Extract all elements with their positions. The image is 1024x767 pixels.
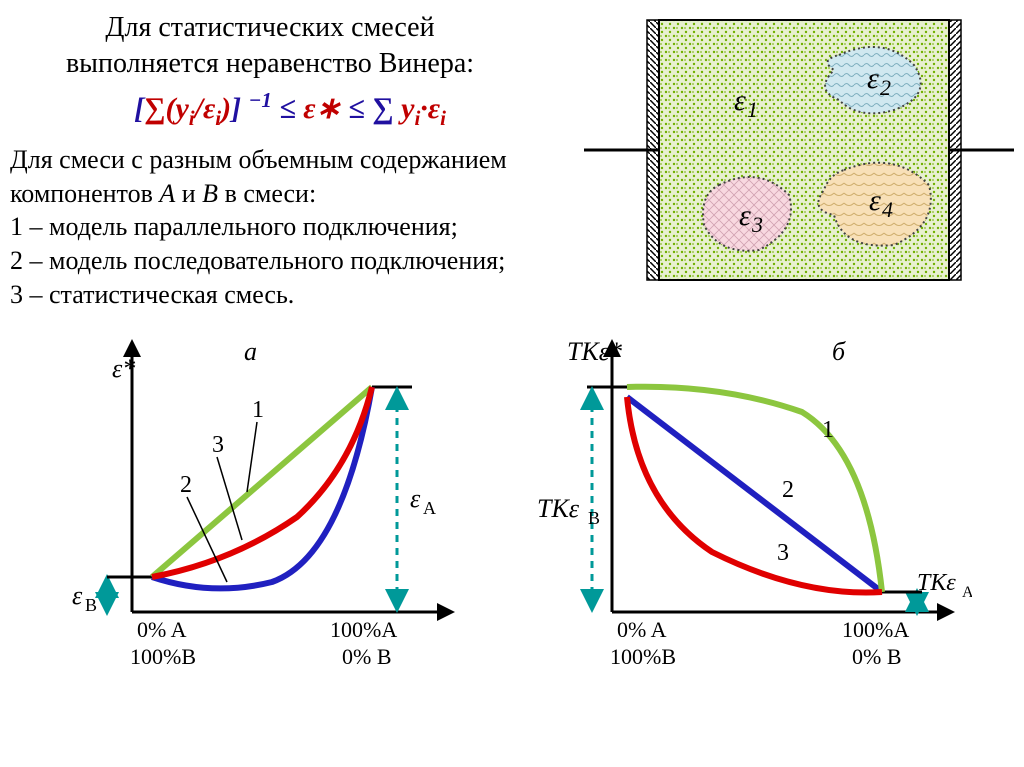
chartA-l2: 2: [180, 472, 192, 498]
svg-text:B: B: [588, 508, 600, 528]
eps1-label: ε: [734, 84, 746, 117]
svg-text:4: 4: [882, 197, 893, 222]
chartB-xl2: 100%B: [610, 644, 676, 669]
header-line1: Для статистических смесей: [10, 10, 530, 46]
chartA-l1: 1: [252, 397, 264, 423]
chartA-xl2: 100%B: [130, 644, 196, 669]
chartA-l3: 3: [212, 432, 224, 458]
chartA-xr2: 0% B: [342, 644, 392, 669]
header-line2: выполняется неравенство Винера:: [10, 46, 530, 82]
mixture-diagram: ε1 ε2 ε3 ε4: [584, 10, 1014, 305]
chartB-tkB: ТКε: [537, 494, 580, 523]
chartB-line2: [627, 397, 882, 592]
svg-text:B: B: [85, 595, 97, 615]
list-item-1: 1 – модель параллельного подключения;: [10, 210, 570, 244]
chartA-epsA: ε: [410, 484, 421, 513]
chartB-l1: 1: [822, 417, 834, 443]
chartA-xr1: 100%A: [330, 617, 397, 642]
chartB-tkA: ТКε: [917, 570, 956, 596]
svg-text:A: A: [423, 498, 436, 518]
chartB-title: б: [832, 337, 846, 366]
chartB-xr1: 100%A: [842, 617, 909, 642]
chartB-xr2: 0% B: [852, 644, 902, 669]
intro-text: Для смеси с разным объемным содержанием …: [10, 143, 570, 211]
svg-text:A: A: [962, 584, 972, 601]
chart-a: 1 3 2 ε* а εA εB 0% A 100%B 100%A 0% B: [52, 322, 472, 687]
chartB-l2: 2: [782, 477, 794, 503]
chart-b: 1 2 3 ТКε* б ТКεB ТКεA 0% A 100%B 100%A …: [522, 322, 972, 687]
wiener-formula: [∑(yi/εi)] −1 ≤ ε∗ ≤ ∑ yi·εi: [10, 88, 570, 131]
chartB-ylabel: ТКε*: [567, 337, 622, 366]
eps4-label: ε: [869, 184, 881, 217]
svg-text:2: 2: [880, 75, 891, 100]
list-item-2: 2 – модель последовательного подключения…: [10, 244, 570, 278]
svg-text:1: 1: [747, 97, 758, 122]
chartA-epsB: ε: [72, 581, 83, 610]
chartA-title: а: [244, 337, 257, 366]
chartB-xl1: 0% A: [617, 617, 667, 642]
eps3-label: ε: [739, 199, 751, 232]
eps2-label: ε: [867, 62, 879, 95]
chartA-ylabel: ε*: [112, 354, 135, 383]
list-item-3: 3 – статистическая смесь.: [10, 278, 570, 312]
svg-text:3: 3: [751, 212, 763, 237]
chartA-xl1: 0% A: [137, 617, 187, 642]
chartB-l3: 3: [777, 540, 789, 566]
